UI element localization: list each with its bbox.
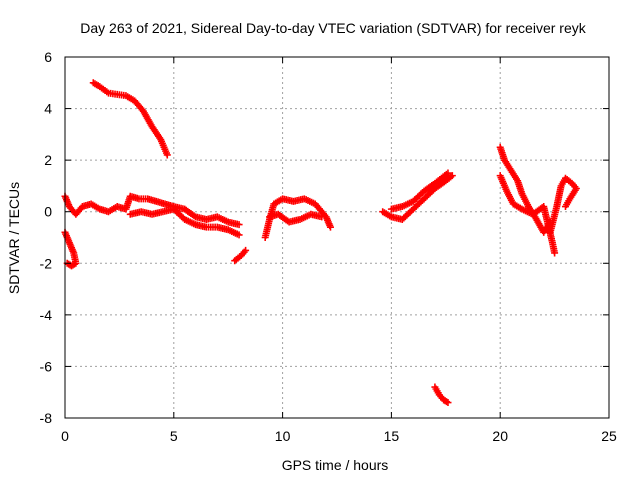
x-tick-labels: 0 5 10 15 20 25 — [61, 428, 617, 444]
series-arc-5 — [231, 246, 250, 265]
plot-frame — [64, 56, 610, 419]
y-tick-label: -8 — [40, 410, 53, 426]
y-tick-label: 0 — [44, 204, 52, 220]
data-point-marker — [235, 231, 243, 239]
y-tick-label: -2 — [40, 255, 53, 271]
data-point-marker — [561, 203, 569, 211]
x-tick-label: 0 — [61, 428, 69, 444]
data-point-marker — [163, 151, 171, 159]
series-arc-10 — [431, 383, 452, 407]
x-tick-label: 15 — [384, 428, 400, 444]
y-tick-label: -4 — [40, 307, 53, 323]
series-arc-13 — [546, 174, 580, 236]
data-point-marker — [551, 249, 559, 257]
x-tick-label: 25 — [601, 428, 617, 444]
series-arc-8 — [379, 172, 456, 223]
y-tick-labels: -8 -6 -4 -2 0 2 4 6 — [40, 49, 53, 426]
y-tick-label: 6 — [44, 49, 52, 65]
chart-title: Day 263 of 2021, Sidereal Day-to-day VTE… — [80, 20, 586, 36]
y-axis-label: SDTVAR / TECUs — [6, 182, 22, 294]
x-axis-label: GPS time / hours — [282, 457, 389, 473]
series-arc-12 — [496, 172, 559, 257]
series-arc-3 — [126, 205, 243, 239]
series-arc-2 — [61, 192, 243, 229]
axis-ticks — [64, 56, 610, 419]
series-arc-1 — [89, 79, 171, 159]
y-tick-label: -6 — [40, 358, 53, 374]
data-point-marker — [444, 169, 452, 177]
series-arc-7 — [266, 210, 326, 226]
data-point-marker — [443, 398, 451, 406]
data-series — [61, 79, 580, 407]
data-point-marker — [235, 221, 243, 229]
x-tick-label: 5 — [170, 428, 178, 444]
data-point-marker — [444, 399, 452, 407]
y-tick-label: 4 — [44, 101, 52, 117]
data-point-marker — [242, 246, 250, 254]
data-point-marker — [318, 213, 326, 221]
x-tick-label: 20 — [492, 428, 508, 444]
series-arc-9 — [387, 169, 452, 213]
data-point-marker — [65, 260, 73, 268]
data-point-marker — [326, 223, 334, 231]
x-tick-label: 10 — [275, 428, 291, 444]
y-tick-label: 2 — [44, 152, 52, 168]
data-point-marker — [448, 172, 456, 180]
